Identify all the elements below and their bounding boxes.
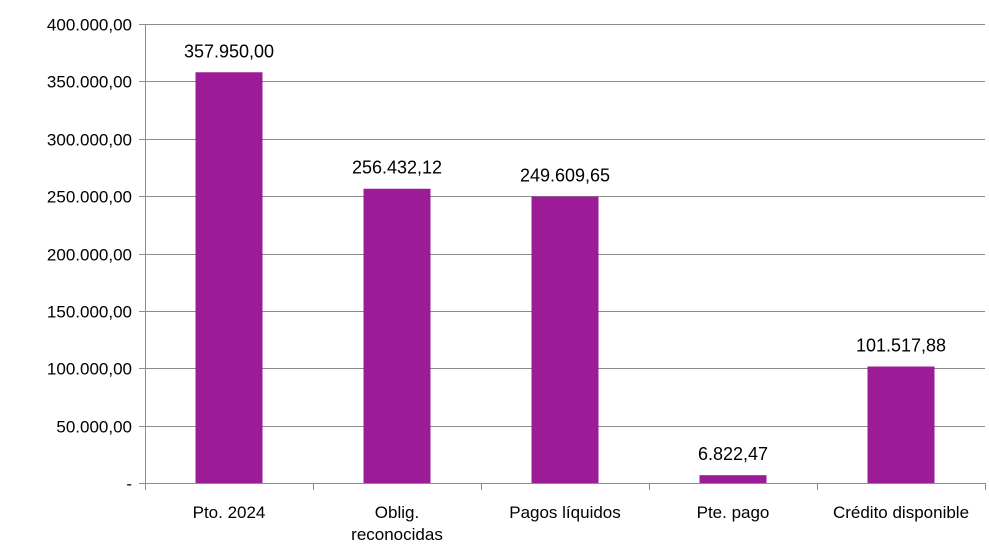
data-label: 249.609,65 [520, 166, 610, 186]
y-tick-label: 350.000,00 [47, 73, 132, 92]
y-tick-label: 100.000,00 [47, 360, 132, 379]
y-tick-label: 50.000,00 [56, 418, 132, 437]
data-label: 256.432,12 [352, 158, 442, 178]
bar [531, 196, 599, 483]
data-label: 357.950,00 [184, 41, 274, 61]
x-tick-label: reconocidas [351, 525, 443, 544]
y-tick-label: 150.000,00 [47, 303, 132, 322]
bar [867, 366, 935, 483]
data-label: 6.822,47 [698, 444, 768, 464]
y-tick-label: - [126, 475, 132, 494]
bar [363, 188, 431, 483]
x-tick-label: Pagos líquidos [509, 503, 621, 522]
x-tick-label: Pte. pago [697, 503, 770, 522]
y-tick-label: 250.000,00 [47, 188, 132, 207]
data-label: 101.517,88 [856, 336, 946, 356]
x-tick-label: Oblig. [375, 503, 419, 522]
y-tick-label: 400.000,00 [47, 16, 132, 35]
bar [699, 475, 767, 483]
x-tick-label: Crédito disponible [833, 503, 969, 522]
bar [195, 72, 263, 483]
y-tick-label: 200.000,00 [47, 246, 132, 265]
x-tick-label: Pto. 2024 [193, 503, 266, 522]
y-tick-label: 300.000,00 [47, 131, 132, 150]
